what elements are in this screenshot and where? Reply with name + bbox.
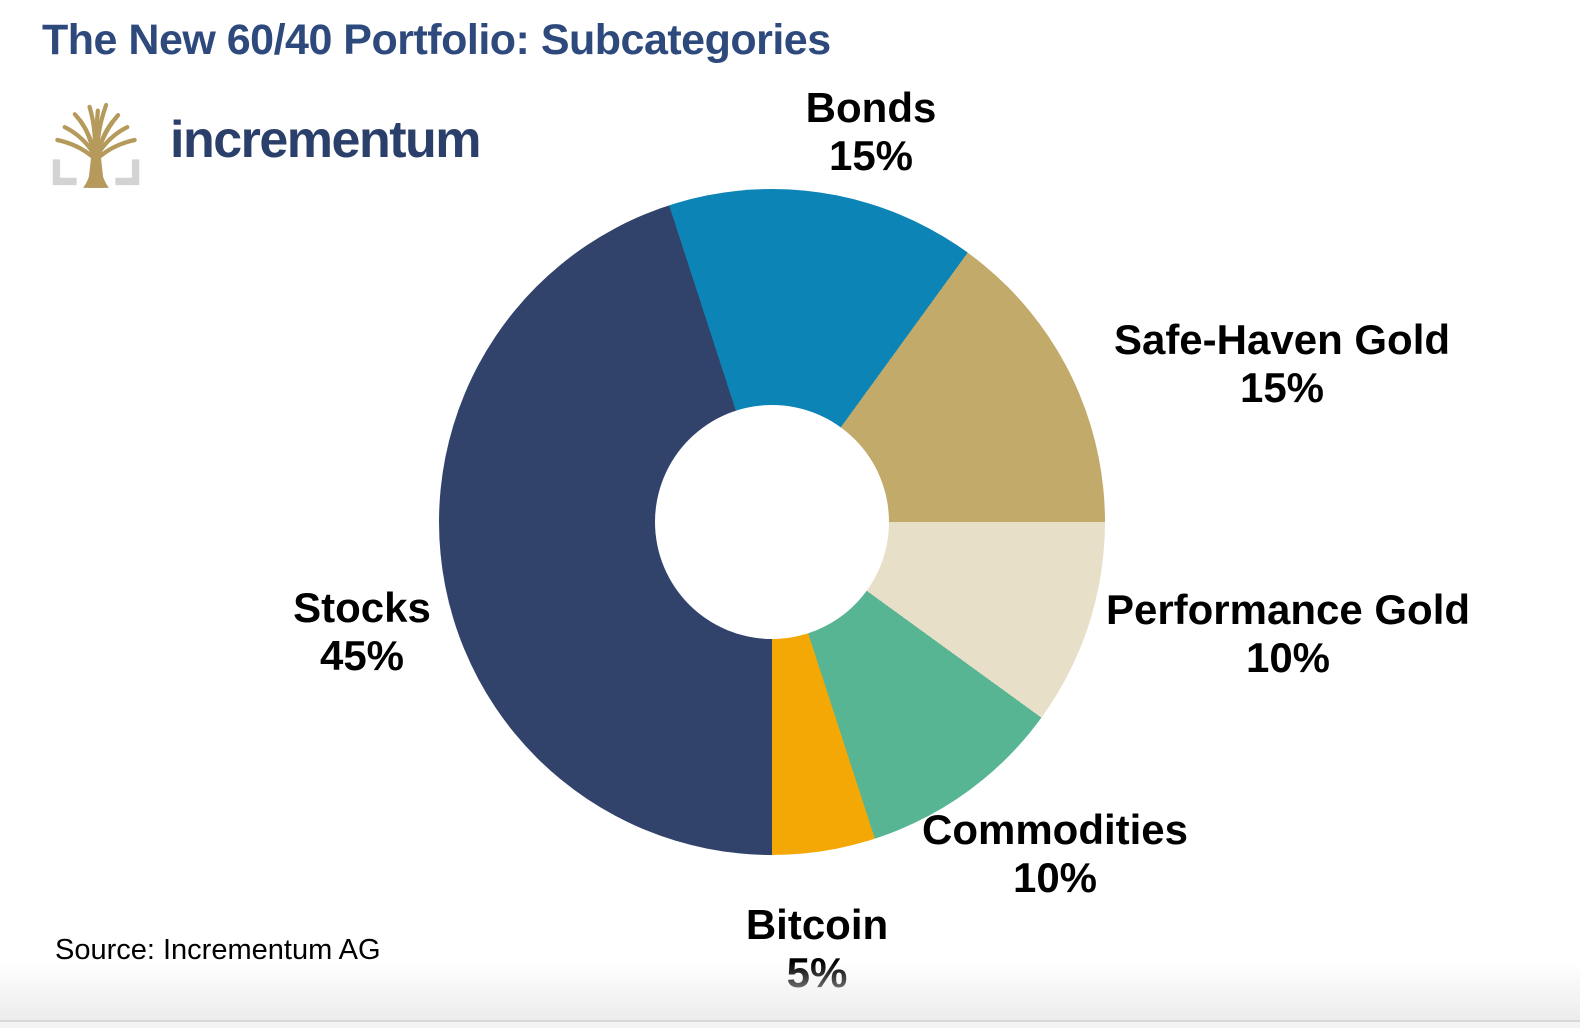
bottom-edge (0, 1020, 1580, 1028)
donut-chart (439, 189, 1105, 855)
slice-label: Commodities (921, 806, 1189, 853)
brand-wordmark: incrementum (170, 111, 482, 169)
slice-label: Bonds (805, 84, 937, 131)
slice-percent: 45% (319, 632, 405, 679)
slice-label-commodities: Commodities 10% (922, 806, 1188, 902)
slice-label: Safe-Haven Gold (1113, 316, 1451, 363)
slice-label-stocks: Stocks 45% (293, 584, 431, 680)
slice-label: Performance Gold (1105, 586, 1471, 633)
slice-label-bonds: Bonds 15% (806, 84, 937, 180)
slice-label-performance-gold: Performance Gold 10% (1106, 586, 1470, 682)
bottom-fade (0, 962, 1580, 1020)
slice-percent: 10% (1245, 634, 1331, 681)
source-note: Source: Incrementum AG (55, 934, 381, 966)
slice-percent: 15% (1239, 364, 1325, 411)
brand-logo: incrementum (50, 92, 482, 188)
slice-label: Bitcoin (745, 901, 889, 948)
slice-label: Stocks (293, 584, 431, 631)
slice-label-safe-haven-gold: Safe-Haven Gold 15% (1114, 316, 1450, 412)
slice-percent: 10% (1012, 854, 1098, 901)
tree-icon (52, 102, 140, 188)
page-title: The New 60/40 Portfolio: Subcategories (42, 16, 831, 64)
donut-hole (655, 405, 889, 639)
slice-percent: 15% (828, 132, 914, 179)
